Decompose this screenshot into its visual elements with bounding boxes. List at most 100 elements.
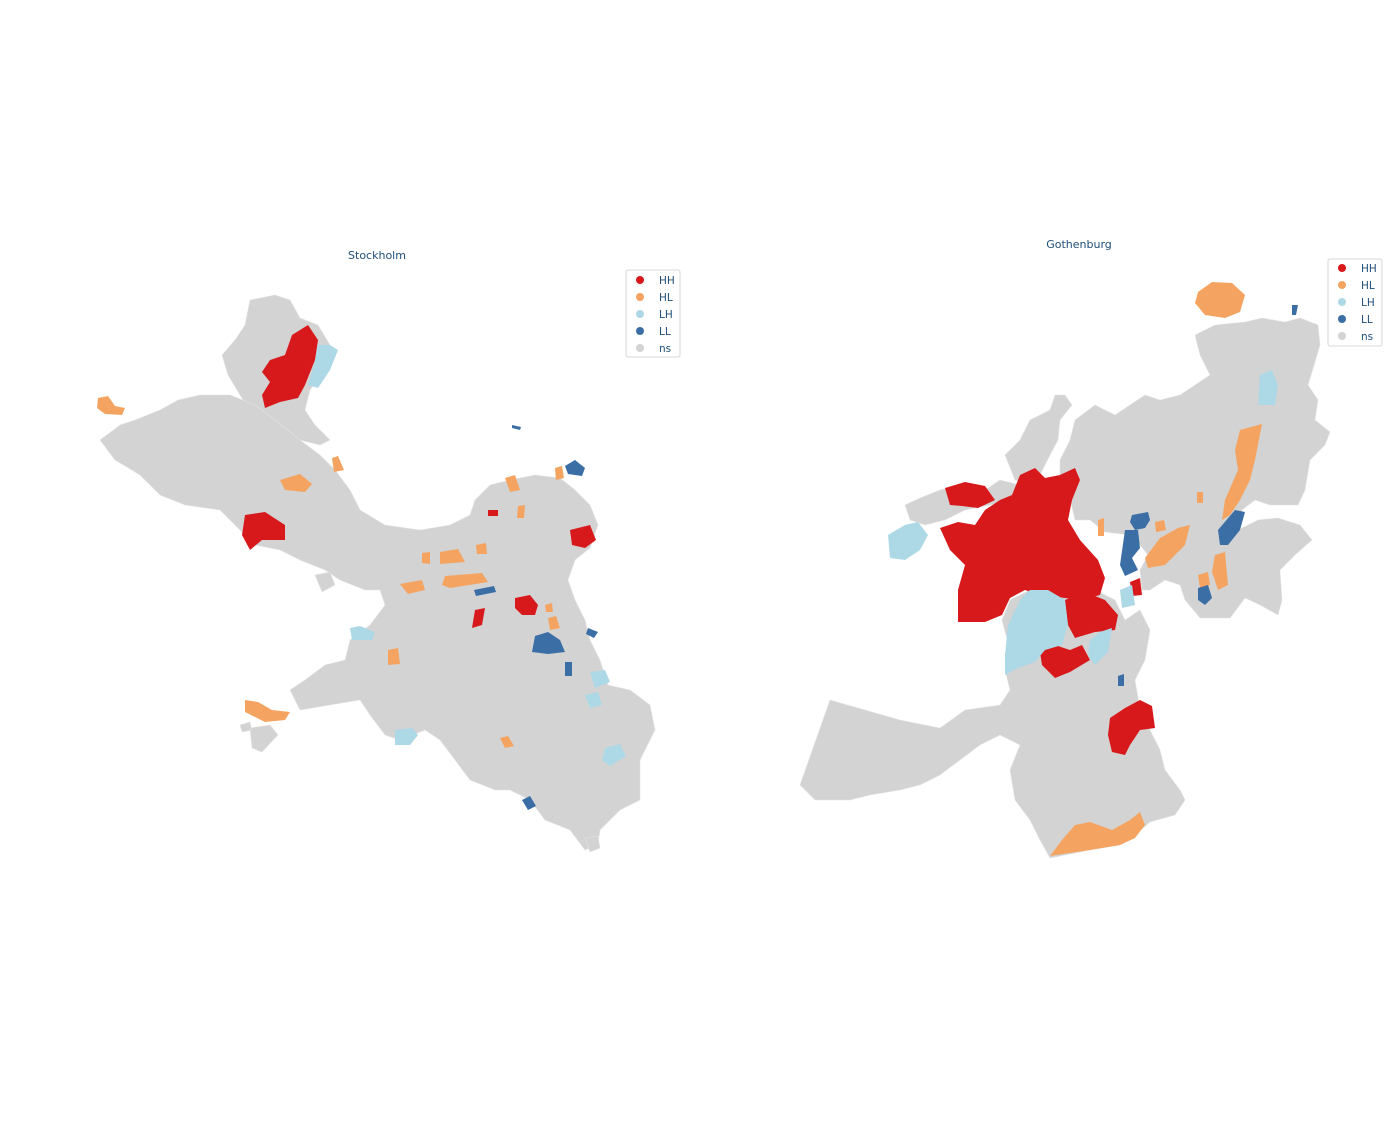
stockholm-hl-10	[442, 573, 488, 588]
gothenburg-hl-center-2	[1212, 552, 1228, 590]
gothenburg-hh-north	[945, 482, 995, 508]
stockholm-lh-east-2	[585, 692, 602, 708]
gothenburg-legend-item-hh: HH	[1338, 263, 1377, 275]
gothenburg-hl-south	[1050, 812, 1145, 856]
stockholm-lh-regions	[308, 345, 626, 766]
gothenburg-hh-south-2	[1108, 700, 1155, 755]
stockholm-ll-6	[565, 662, 572, 676]
gothenburg-ll-5	[1198, 585, 1212, 605]
stockholm-lh-north	[308, 345, 338, 388]
stockholm-map: Stockholm	[97, 249, 681, 853]
gothenburg-legend-marker	[1338, 281, 1346, 289]
gothenburg-lh-regions	[888, 370, 1278, 675]
stockholm-ll-2	[565, 460, 585, 476]
stockholm-hh-west	[242, 512, 285, 550]
stockholm-lh-west	[350, 626, 375, 640]
stockholm-hl-16	[500, 736, 514, 748]
stockholm-legend-label: ns	[659, 343, 671, 355]
stockholm-legend-item-ll: LL	[636, 326, 671, 338]
gothenburg-hl-regions	[1050, 282, 1262, 856]
stockholm-hh-regions	[242, 325, 596, 628]
stockholm-hl-9	[422, 552, 430, 564]
stockholm-legend-label: HL	[659, 292, 673, 304]
stockholm-hl-1	[97, 396, 125, 415]
stockholm-hl-7	[440, 549, 465, 564]
stockholm-legend-item-hl: HL	[636, 292, 673, 304]
stockholm-hh-small	[488, 510, 498, 516]
stockholm-hl-6	[517, 505, 525, 518]
stockholm-islet-2	[249, 724, 279, 753]
gothenburg-legend-label: LL	[1361, 314, 1373, 326]
stockholm-legend-label: LL	[659, 326, 671, 338]
stockholm-ll-1	[512, 425, 521, 430]
gothenburg-ll-2	[1130, 512, 1150, 530]
gothenburg-legend-label: HH	[1361, 263, 1377, 275]
stockholm-ll-regions	[474, 425, 598, 810]
gothenburg-lh-south-large	[1005, 590, 1068, 675]
gothenburg-ll-3	[1120, 530, 1140, 576]
stockholm-west-area	[99, 394, 656, 851]
stockholm-ll-5	[586, 628, 598, 638]
stockholm-hh-north	[262, 325, 318, 408]
gothenburg-lh-west	[888, 522, 928, 560]
gothenburg-legend-marker	[1338, 332, 1346, 340]
gothenburg-hl-small-2	[1155, 520, 1166, 532]
gothenburg-legend-item-hl: HL	[1338, 280, 1375, 292]
gothenburg-ll-6	[1118, 674, 1124, 686]
stockholm-hl-11	[400, 580, 425, 594]
gothenburg-hh-south	[1040, 645, 1090, 678]
stockholm-legend-marker	[636, 344, 644, 352]
stockholm-lh-east-1	[590, 670, 610, 688]
gothenburg-legend-marker	[1338, 264, 1346, 272]
gothenburg-legend-label: ns	[1361, 331, 1373, 343]
gothenburg-hl-small-3	[1197, 492, 1203, 503]
stockholm-hl-2	[280, 474, 312, 492]
gothenburg-hl-center-3	[1198, 572, 1210, 588]
gothenburg-lh-center-2	[1120, 585, 1135, 608]
stockholm-hh-center-2	[472, 608, 485, 628]
stockholm-ns-regions	[99, 294, 656, 853]
gothenburg-hh-center-south	[1065, 592, 1118, 638]
stockholm-hl-15	[245, 700, 290, 722]
stockholm-ll-7	[522, 796, 536, 810]
gothenburg-legend-item-lh: LH	[1338, 297, 1375, 309]
stockholm-legend-item-lh: LH	[636, 309, 673, 321]
stockholm-hl-regions	[97, 396, 564, 748]
gothenburg-hh-central	[940, 468, 1105, 622]
stockholm-legend-item-ns: ns	[636, 343, 671, 355]
stockholm-hh-east	[570, 525, 596, 548]
stockholm-islet-4	[584, 835, 601, 853]
gothenburg-legend-marker	[1338, 298, 1346, 306]
gothenburg-hh-small	[1130, 578, 1142, 596]
stockholm-islet-1	[314, 571, 336, 593]
stockholm-hl-13	[548, 616, 560, 630]
stockholm-hl-8	[476, 543, 487, 554]
stockholm-hl-14	[388, 648, 400, 665]
stockholm-hh-center	[515, 595, 538, 615]
gothenburg-title: Gothenburg	[1046, 238, 1112, 251]
gothenburg-lh-north	[1258, 370, 1278, 405]
gothenburg-lh-center	[1088, 628, 1112, 665]
stockholm-hl-4	[505, 475, 520, 492]
stockholm-lh-south	[395, 728, 418, 745]
stockholm-ll-3	[474, 586, 496, 596]
gothenburg-hl-north	[1195, 282, 1245, 318]
gothenburg-hh-regions	[940, 468, 1155, 755]
gothenburg-legend-label: HL	[1361, 280, 1375, 292]
gothenburg-legend-item-ns: ns	[1338, 331, 1373, 343]
stockholm-legend: HH HL LH LL ns	[625, 269, 681, 358]
gothenburg-legend: HH HL LH LL ns	[1327, 258, 1383, 347]
stockholm-legend-item-hh: HH	[636, 275, 675, 287]
gothenburg-ll-1	[1292, 305, 1298, 315]
gothenburg-ll-4	[1218, 510, 1245, 545]
gothenburg-legend-label: LH	[1361, 297, 1375, 309]
stockholm-hl-5	[555, 466, 564, 480]
stockholm-legend-marker	[636, 293, 644, 301]
stockholm-legend-box	[625, 269, 681, 358]
stockholm-hl-12	[545, 603, 553, 612]
stockholm-ll-4	[532, 632, 565, 654]
stockholm-legend-label: LH	[659, 309, 673, 321]
gothenburg-legend-marker	[1338, 315, 1346, 323]
stockholm-title: Stockholm	[348, 249, 406, 262]
